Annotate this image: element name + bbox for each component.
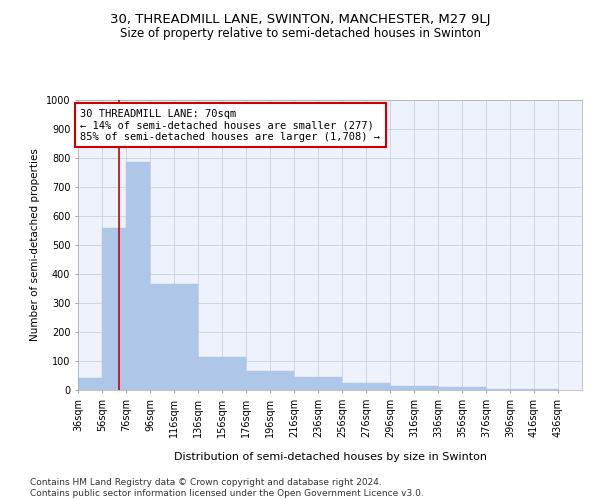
Bar (270, 371, 294, 390)
Y-axis label: Number of semi-detached properties: Number of semi-detached properties (31, 148, 40, 342)
Bar (174, 284, 198, 390)
Bar (294, 377, 318, 390)
Bar (342, 383, 366, 390)
Bar (246, 371, 270, 390)
Bar (366, 383, 390, 390)
Bar (414, 386, 438, 390)
Bar (126, 162, 150, 390)
Bar (150, 284, 174, 390)
Text: 30, THREADMILL LANE, SWINTON, MANCHESTER, M27 9LJ: 30, THREADMILL LANE, SWINTON, MANCHESTER… (110, 12, 490, 26)
Bar (318, 377, 342, 390)
Text: Contains HM Land Registry data © Crown copyright and database right 2024.
Contai: Contains HM Land Registry data © Crown c… (30, 478, 424, 498)
Text: Size of property relative to semi-detached houses in Swinton: Size of property relative to semi-detach… (119, 28, 481, 40)
Bar (198, 356, 222, 390)
Text: Distribution of semi-detached houses by size in Swinton: Distribution of semi-detached houses by … (173, 452, 487, 462)
Text: 30 THREADMILL LANE: 70sqm
← 14% of semi-detached houses are smaller (277)
85% of: 30 THREADMILL LANE: 70sqm ← 14% of semi-… (80, 108, 380, 142)
Bar (486, 388, 510, 390)
Bar (390, 386, 414, 390)
Bar (438, 387, 462, 390)
Bar (102, 228, 126, 390)
Bar (462, 387, 486, 390)
Bar (78, 378, 102, 390)
Bar (510, 388, 534, 390)
Bar (222, 356, 246, 390)
Bar (534, 388, 558, 390)
